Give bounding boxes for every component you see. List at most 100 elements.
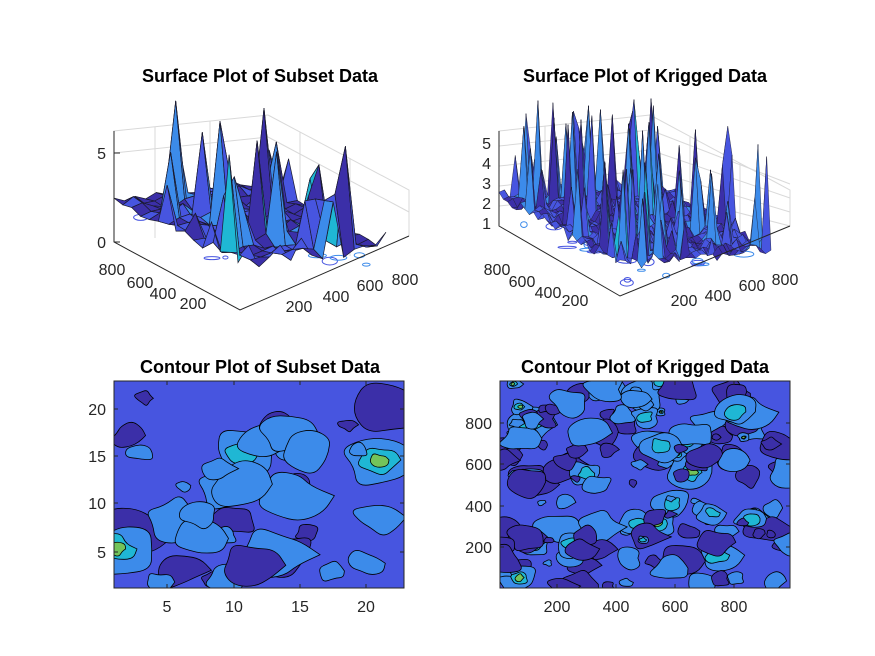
contour-subset-xtick: 10	[225, 599, 243, 616]
contour-subset-frame	[113, 380, 405, 589]
floor-contour	[619, 278, 634, 287]
contour-region	[651, 438, 671, 454]
surface-krigged-title: Surface Plot of Krigged Data	[523, 66, 768, 86]
surface-subset-xtick: 200	[286, 299, 313, 316]
contour-region	[599, 442, 621, 458]
contour-region	[517, 404, 523, 409]
contour-region	[711, 570, 730, 587]
contour-region	[353, 382, 404, 432]
contour-region	[544, 403, 561, 416]
surface-krigged-mesh	[498, 98, 772, 269]
contour-subset-ytick: 20	[88, 402, 106, 419]
contour-region	[508, 418, 526, 429]
surface-subset-title: Surface Plot of Subset Data	[142, 66, 379, 86]
surface-subset-ytick: 200	[180, 296, 207, 313]
contour-region	[114, 421, 147, 448]
surface-krigged-ytick: 200	[562, 293, 589, 310]
contour-region	[537, 499, 547, 507]
surface-subset-ztick: 5	[97, 146, 106, 163]
contour-krigged-ticks	[500, 381, 790, 588]
contour-subset-ytick: 5	[97, 545, 106, 562]
contour-subset-ytick: 10	[88, 496, 106, 513]
surface-krigged-ztick: 2	[482, 196, 491, 213]
contour-region	[500, 448, 522, 471]
contour-krigged-panel: Contour Plot of Krigged Data 200 400 600…	[465, 357, 791, 616]
floor-contour	[637, 268, 646, 272]
contour-region	[764, 571, 788, 588]
contour-region	[717, 448, 751, 473]
contour-region	[522, 411, 545, 430]
contour-region	[542, 559, 552, 567]
contour-region	[741, 435, 747, 440]
floor-contour	[567, 240, 578, 244]
contour-subset-ticks	[114, 381, 404, 588]
contour-region	[567, 417, 614, 447]
contour-region	[500, 543, 522, 573]
contour-region	[337, 420, 360, 433]
surface-subset-mesh	[113, 100, 387, 268]
contour-region	[570, 475, 581, 483]
surface-krigged-ztick: 5	[482, 136, 491, 153]
contour-region	[581, 475, 612, 494]
contour-region	[762, 499, 784, 519]
contour-region	[548, 389, 586, 419]
floor-contour	[362, 262, 371, 267]
surface-krigged-ytick: 400	[535, 285, 562, 302]
surface-krigged-ztick: 4	[482, 156, 491, 173]
surface-facet	[366, 231, 387, 248]
contour-region	[673, 444, 689, 454]
contour-region	[659, 410, 663, 414]
surface-facet	[761, 156, 772, 254]
contour-region	[630, 459, 649, 471]
surface-krigged-ytick: 600	[509, 274, 536, 291]
contour-subset-xtick: 5	[163, 599, 172, 616]
contour-krigged-levels	[500, 381, 790, 588]
surface-krigged-xtick: 600	[739, 278, 766, 295]
contour-region	[201, 457, 240, 481]
contour-region	[736, 517, 750, 527]
contour-krigged-frame	[499, 380, 791, 589]
contour-region	[500, 426, 543, 450]
contour-region	[657, 381, 697, 401]
contour-region	[696, 530, 737, 557]
contour-region	[735, 465, 761, 489]
contour-krigged-xtick: 600	[662, 599, 689, 616]
contour-region	[665, 495, 677, 503]
floor-contour	[222, 255, 229, 260]
contour-region	[752, 528, 766, 540]
contour-region	[295, 524, 319, 542]
contour-subset-ytick: 15	[88, 449, 106, 466]
contour-region	[283, 430, 330, 474]
contour-region	[347, 550, 386, 575]
surface-subset-axis-lines	[113, 131, 410, 311]
contour-region	[705, 507, 721, 518]
contour-krigged-ytick: 600	[465, 457, 492, 474]
surface-krigged-xtick: 200	[671, 293, 698, 310]
contour-region	[711, 433, 722, 441]
contour-region	[677, 523, 701, 539]
contour-region	[617, 546, 641, 571]
contour-region	[773, 532, 790, 557]
surface-krigged-ztick: 3	[482, 176, 491, 193]
surface-subset-xtick: 600	[357, 278, 384, 295]
contour-subset-panel: Contour Plot of Subset Data 5 10 15 20 5…	[88, 357, 405, 616]
surface-subset-ytick: 600	[127, 275, 154, 292]
contour-region	[766, 529, 776, 539]
contour-region	[352, 504, 404, 536]
contour-region	[134, 390, 155, 406]
contour-region	[620, 390, 653, 409]
contour-region	[628, 479, 638, 488]
contour-region	[649, 554, 689, 579]
surface-subset-xtick: 400	[323, 289, 350, 306]
surface-krigged-xtick: 800	[772, 272, 799, 289]
contour-krigged-title: Contour Plot of Krigged Data	[521, 357, 770, 377]
surface-subset-ytick: 800	[99, 262, 126, 279]
floor-contour	[329, 254, 348, 261]
contour-region	[685, 443, 724, 469]
contour-region	[636, 411, 653, 423]
surface-krigged-axis-lines	[498, 131, 791, 297]
surface-krigged-xtick: 400	[705, 288, 732, 305]
contour-region	[178, 501, 215, 530]
contour-region	[514, 573, 525, 583]
contour-region	[556, 493, 577, 510]
